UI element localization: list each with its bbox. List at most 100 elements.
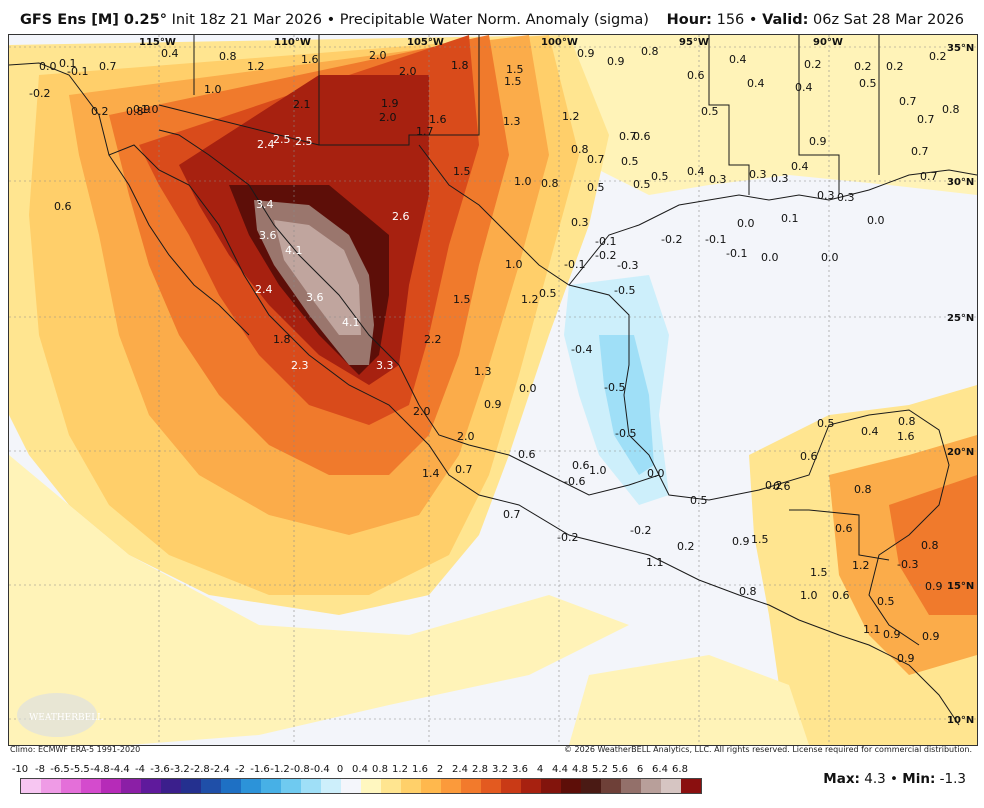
colorbar-tick-label: -4.8	[90, 764, 110, 775]
anomaly-value-label: -0.6	[564, 475, 585, 488]
lat-tick: 30°N	[947, 177, 974, 188]
anomaly-value-label: 0.9	[925, 580, 943, 593]
init-time: Init 18z 21 Mar 2026	[171, 12, 322, 28]
colorbar-swatch	[521, 779, 541, 793]
anomaly-value-label: -0.1	[564, 258, 585, 271]
anomaly-value-label: 0.5	[877, 595, 895, 608]
colorbar-swatch	[481, 779, 501, 793]
anomaly-value-label: 0.7	[917, 113, 935, 126]
colorbar-tick-label: 2.4	[452, 764, 468, 775]
colorbar	[20, 778, 702, 794]
anomaly-value-label: 0.0	[867, 214, 885, 227]
anomaly-value-label: -0.1	[726, 247, 747, 260]
colorbar-tick-label: -1.2	[270, 764, 290, 775]
anomaly-value-label: 2.0	[369, 49, 387, 62]
anomaly-value-label: 0.2	[91, 105, 109, 118]
anomaly-value-label: 1.6	[301, 53, 319, 66]
colorbar-tick-label: 0.8	[372, 764, 388, 775]
colorbar-tick-label: -3.6	[150, 764, 170, 775]
anomaly-value-label: 0.7	[619, 130, 637, 143]
anomaly-value-label: 1.9	[381, 97, 399, 110]
anomaly-value-label: 2.3	[291, 359, 309, 372]
anomaly-value-label: 0.3	[749, 168, 767, 181]
anomaly-value-label: -0.2	[29, 87, 50, 100]
anomaly-value-label: 1.5	[504, 75, 522, 88]
colorbar-tick-label: 4	[536, 764, 544, 775]
value-labels: 0.0 0.1-0.1 0.7-0.20.4 0.81.21.6 2.02.0 1.8 1.…	[29, 45, 960, 665]
anomaly-value-label: 0.0	[737, 217, 755, 230]
anomaly-fill	[889, 475, 977, 615]
colorbar-swatch	[261, 779, 281, 793]
anomaly-value-label: 0.4	[861, 425, 879, 438]
anomaly-value-label: 0.2	[854, 60, 872, 73]
anomaly-value-label: 0.8	[541, 177, 559, 190]
colorbar-swatch	[361, 779, 381, 793]
colorbar-swatch	[541, 779, 561, 793]
colorbar-tick-label: 2.8	[472, 764, 488, 775]
anomaly-value-label: 0.0	[519, 382, 537, 395]
colorbar-swatch	[201, 779, 221, 793]
anomaly-value-label: 0.8	[126, 105, 144, 118]
anomaly-value-label: 1.2	[247, 60, 265, 73]
colorbar-tick-label: -2.8	[190, 764, 210, 775]
colorbar-swatch	[501, 779, 521, 793]
colorbar-swatch	[621, 779, 641, 793]
anomaly-value-label: 0.7	[899, 95, 917, 108]
anomaly-value-label: 3.6	[259, 229, 277, 242]
anomaly-value-label: -0.2	[557, 531, 578, 544]
anomaly-value-label: 0.7	[455, 463, 473, 476]
anomaly-value-label: 0.0	[761, 251, 779, 264]
colorbar-swatch	[561, 779, 581, 793]
map-title: GFS Ens [M] 0.25° Init 18z 21 Mar 2026 •…	[20, 12, 649, 28]
lat-tick: 35°N	[947, 43, 974, 54]
colorbar-swatch	[401, 779, 421, 793]
colorbar-tick-label: -2.4	[210, 764, 230, 775]
lon-tick-labels: 115°W 110°W 105°W 100°W 95°W 90°W	[139, 37, 843, 48]
anomaly-map: 115°W 110°W 105°W 100°W 95°W 90°W 35°N 3…	[9, 35, 977, 745]
anomaly-value-label: 0.3	[837, 191, 855, 204]
anomaly-value-label: 1.0	[505, 258, 523, 271]
anomaly-value-label: 0.5	[621, 155, 639, 168]
anomaly-value-label: 0.3	[571, 216, 589, 229]
anomaly-value-label: 2.6	[392, 210, 410, 223]
colorbar-tick-label: 6	[636, 764, 644, 775]
min-value: -1.3	[939, 771, 966, 787]
anomaly-value-label: 0.6	[518, 448, 536, 461]
anomaly-value-label: 1.7	[416, 125, 434, 138]
anomaly-fill	[569, 655, 809, 745]
anomaly-value-label: 0.7	[503, 508, 521, 521]
anomaly-value-label: 0.9	[922, 630, 940, 643]
lat-tick: 15°N	[947, 581, 974, 592]
anomaly-value-label: 0.5	[817, 417, 835, 430]
colorbar-tick-label: 0.4	[352, 764, 368, 775]
anomaly-value-label: 0.8	[898, 415, 916, 428]
anomaly-value-label: -0.1	[705, 233, 726, 246]
anomaly-value-label: 2.0	[399, 65, 417, 78]
anomaly-value-label: 0.8	[739, 585, 757, 598]
anomaly-value-label: 0.2	[804, 58, 822, 71]
anomaly-fill	[9, 455, 629, 745]
colorbar-tick-label: 1.6	[412, 764, 428, 775]
anomaly-value-label: 0.1	[59, 57, 77, 70]
lon-tick: 100°W	[541, 37, 578, 48]
anomaly-value-label: 0.5	[859, 77, 877, 90]
colorbar-tick-label: -4	[135, 764, 145, 775]
anomaly-value-label: 0.5	[633, 178, 651, 191]
colorbar-swatch	[181, 779, 201, 793]
colorbar-tick-label: -0.4	[310, 764, 330, 775]
anomaly-value-label: -0.2	[630, 524, 651, 537]
anomaly-value-label: 1.0	[589, 464, 607, 477]
colorbar-swatch	[241, 779, 261, 793]
max-value: 4.3	[864, 771, 886, 787]
colorbar-tick-label: -1.6	[250, 764, 270, 775]
anomaly-value-label: 1.5	[506, 63, 524, 76]
anomaly-value-label: 0.9	[607, 55, 625, 68]
colorbar-swatch	[661, 779, 681, 793]
anomaly-value-label: 2.0	[379, 111, 397, 124]
colorbar-swatch	[641, 779, 661, 793]
anomaly-value-label: -0.5	[604, 381, 625, 394]
colorbar-tick-label: 3.6	[512, 764, 528, 775]
lon-tick: 90°W	[813, 37, 843, 48]
anomaly-value-label: 0.3	[817, 189, 835, 202]
colorbar-swatch	[321, 779, 341, 793]
